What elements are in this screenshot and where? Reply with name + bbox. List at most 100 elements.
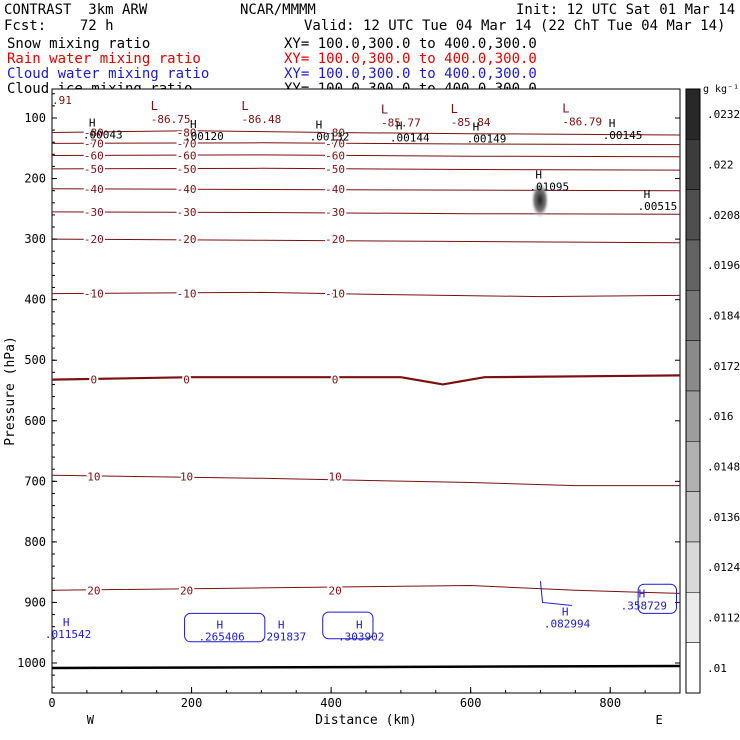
- colorbar-label: .0124: [707, 561, 740, 574]
- x-tick-label-600: 600: [460, 696, 482, 710]
- maximum-marker: H: [190, 118, 197, 131]
- cloud-water-max-marker: H: [639, 587, 646, 600]
- colorbar-swatch: [685, 239, 701, 291]
- maximum-marker: H: [316, 119, 323, 132]
- colorbar-label: .0148: [707, 461, 740, 474]
- isotherm-label-10-0: 10: [87, 470, 100, 483]
- isotherm-label-m20-1: -20: [177, 233, 197, 246]
- minimum-value: -86.75: [151, 113, 191, 126]
- colorbar-swatch: [685, 592, 701, 643]
- maximum-value: .01095: [529, 180, 569, 193]
- colorbar-swatch: [685, 491, 701, 543]
- isotherm-label-20-1: 20: [180, 584, 193, 597]
- y-tick-label-600: 600: [24, 414, 46, 428]
- isotherm-line-m10: [51, 291, 681, 298]
- minimum-marker: L: [151, 99, 158, 113]
- isotherm-label-m40-1: -40: [177, 183, 197, 196]
- isotherm-label-m10-0: -10: [84, 288, 104, 301]
- isotherm-line-m60: [51, 154, 681, 158]
- colorbar-frame: [685, 88, 701, 694]
- annotation-layer: L-86.75L-86.48L-85.77L-85.84L-86.79H.000…: [45, 94, 677, 643]
- cloud-water-max-marker: H: [562, 606, 569, 619]
- x-tick-label-800: 800: [599, 696, 621, 710]
- isotherm-layer: -80 -80 -80-70 -70 -70-60 -60 -60-50 -50 -50-40-…: [51, 125, 681, 599]
- legend-rain-label: Rain water mixing ratio: [7, 51, 201, 67]
- isotherm-line-0: [51, 374, 681, 386]
- colorbar-swatch: [685, 88, 701, 140]
- legend-snow-label: Snow mixing ratio: [7, 36, 151, 52]
- maximum-value: .00144: [390, 131, 430, 144]
- isotherm-label-m50-0: -50: [84, 163, 104, 176]
- y-tick-label-300: 300: [24, 232, 46, 246]
- colorbar-label: .016: [707, 410, 734, 423]
- y-axis-label: Pressure (hPa): [3, 336, 18, 446]
- cloud-water-contour: [637, 583, 678, 614]
- isotherm-label-m30-2: -30: [325, 206, 345, 219]
- isotherm-label-m50-1: -50: [177, 163, 197, 176]
- y-tick-label-700: 700: [24, 474, 46, 488]
- cloud-water-contour: [539, 581, 572, 606]
- minimum-value: -85.84: [451, 116, 491, 129]
- y-tick-label-500: 500: [24, 353, 46, 367]
- maximum-marker: H: [473, 121, 480, 134]
- cloud-water-max-value: .082994: [544, 618, 591, 631]
- valid-time: Valid: 12 UTC Tue 04 Mar 14 (22 ChT Tue …: [304, 18, 726, 34]
- minimum-marker: L: [241, 99, 248, 113]
- isotherm-line-m70: [51, 142, 681, 146]
- isotherm-label-0-2: 0: [332, 374, 339, 387]
- isotherm-label-m20-0: -20: [84, 233, 104, 246]
- colorbar-label: .0196: [707, 259, 740, 272]
- cloud-water-max-value: .303902: [338, 630, 384, 643]
- isotherm-line-m20: [51, 238, 681, 244]
- y-tick-label-200: 200: [24, 172, 46, 186]
- isotherm-label-m70-2: -70: [325, 137, 345, 150]
- colorbar-label: .0136: [707, 511, 740, 524]
- cloud-water-max-marker: H: [278, 618, 285, 631]
- cloud-ice-shading: [531, 182, 549, 218]
- x-axis-label: Distance (km): [315, 713, 417, 728]
- isotherm-label-m80-0: -80: [84, 127, 104, 140]
- maximum-value: .00145: [603, 129, 643, 142]
- maximum-value: .00120: [184, 130, 224, 143]
- colorbar-label: .0172: [707, 360, 740, 373]
- isotherm-label-m30-1: -30: [177, 206, 197, 219]
- east-label: E: [655, 713, 662, 727]
- colorbar-swatch: [685, 189, 701, 241]
- isotherm-line-20: [51, 584, 681, 594]
- isotherm-label-m10-2: -10: [325, 288, 345, 301]
- colorbar-swatch: [685, 340, 701, 392]
- maximum-marker: H: [609, 117, 616, 130]
- colorbar-label: .01: [707, 662, 727, 675]
- colorbar-label: .0232: [707, 108, 740, 121]
- x-tick-label-400: 400: [320, 696, 342, 710]
- cloud-water-max-marker: H: [356, 618, 363, 631]
- isotherm-label-m60-2: -60: [325, 150, 345, 163]
- isotherm-label-10-2: 10: [328, 470, 341, 483]
- maximum-value: .00043: [83, 128, 123, 141]
- legend-rain-xy: XY= 100.0,300.0 to 400.0,300.0: [284, 51, 537, 67]
- colorbar-swatch: [685, 390, 701, 442]
- surface-line: [51, 664, 681, 670]
- cloud-water-contour: [322, 611, 374, 640]
- isotherm-label-10-1: 10: [180, 470, 193, 483]
- minimum-marker: L: [562, 101, 569, 115]
- minimum-marker: L: [451, 102, 458, 116]
- y-tick-label-1000: 1000: [17, 656, 46, 670]
- isotherm-label-m60-1: -60: [177, 150, 197, 163]
- x-tick-label-200: 200: [181, 696, 203, 710]
- cloud-water-max-marker: H: [63, 616, 70, 629]
- colorbar: .0232 .022 .0208 .0196 .0184 .0172 .016 .0148 .0…: [685, 84, 740, 694]
- cloud-ice-core: [531, 182, 549, 218]
- cloud-water-contour: [184, 612, 266, 643]
- isotherm-label-0-0: 0: [91, 374, 98, 387]
- cloud-water-max-value: .265406: [198, 630, 244, 643]
- isotherm-label-m80-1: -80: [177, 127, 197, 140]
- isotherm-label-m50-2: -50: [325, 163, 345, 176]
- colorbar-label: .0184: [707, 310, 740, 323]
- maximum-value: .00132: [310, 131, 350, 144]
- isotherm-label-m40-0: -40: [84, 183, 104, 196]
- colorbar-label: .0112: [707, 612, 740, 625]
- isotherm-label-m70-0: -70: [84, 137, 104, 150]
